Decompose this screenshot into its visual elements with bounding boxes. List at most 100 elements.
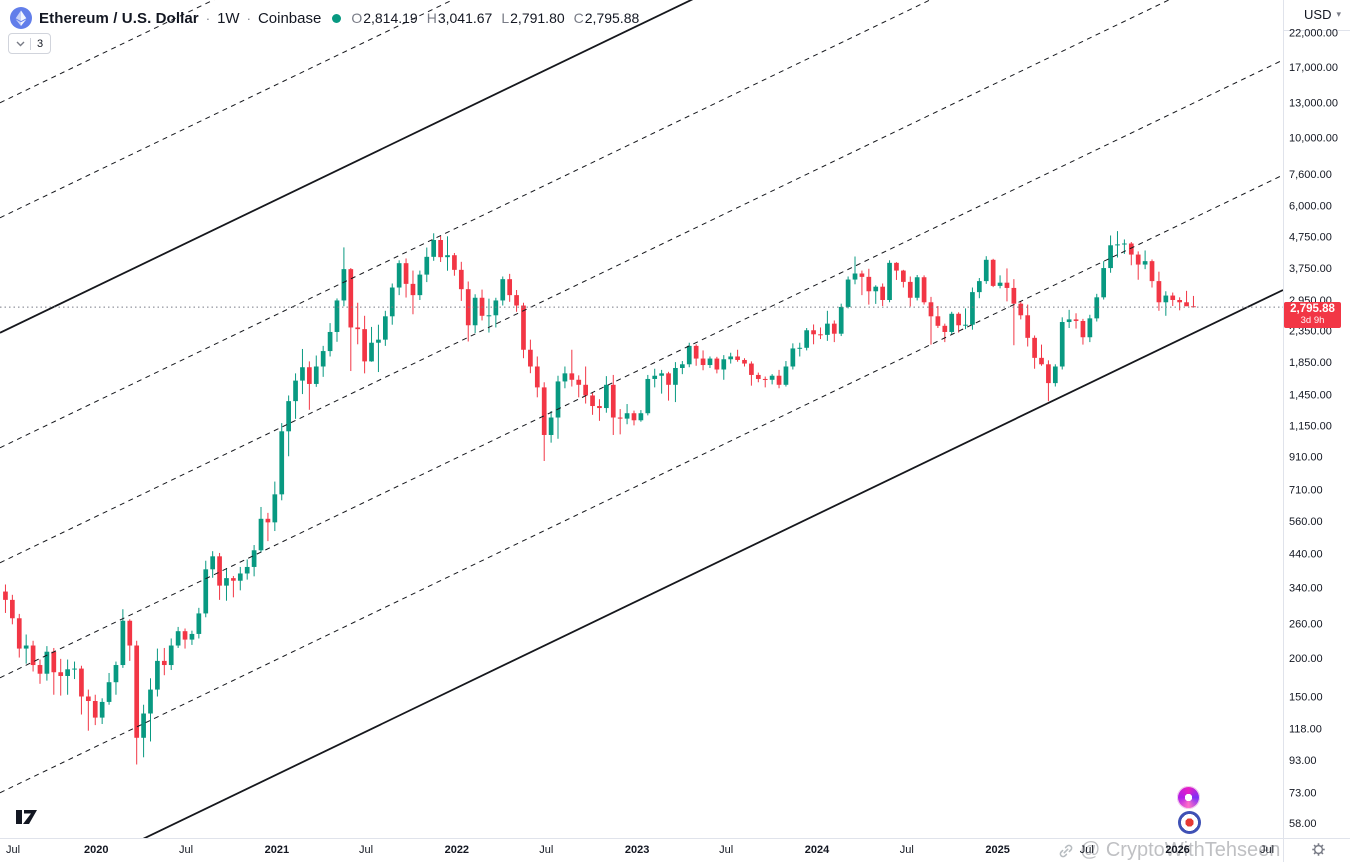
watermark-logo-icon-2 [1178, 811, 1201, 834]
candle-body [755, 374, 761, 379]
channel-dashed-trendline[interactable] [0, 59, 1283, 679]
time-tick-label: 2026 [1165, 844, 1189, 856]
candle-body [562, 373, 568, 382]
link-icon [1058, 843, 1074, 859]
candle-body [686, 345, 692, 365]
chevron-down-icon: ▾ [1336, 9, 1341, 19]
candle-body [610, 384, 616, 418]
candle-body [424, 256, 430, 275]
candle-body [51, 651, 57, 673]
channel-solid-trendline[interactable] [0, 0, 1283, 334]
candle-body [583, 384, 588, 396]
time-axis-settings-gear-icon[interactable] [1310, 841, 1327, 863]
candle-body [58, 672, 64, 676]
price-tick-label: 6,000.00 [1289, 201, 1332, 213]
candle-body [231, 578, 236, 581]
candle-body [307, 367, 312, 384]
candle-body [106, 682, 112, 702]
candle-body [859, 273, 865, 277]
interval-label[interactable]: 1W [217, 9, 240, 27]
candle-body [804, 330, 810, 348]
candle-body [597, 406, 602, 409]
candle-body [818, 334, 823, 336]
price-tick-label: 340.00 [1289, 583, 1323, 595]
symbol-header: Ethereum / U.S. Dollar · 1W · Coinbase O… [10, 7, 639, 29]
channel-solid-trendline[interactable] [0, 289, 1283, 862]
time-axis[interactable]: Jul 2020 Jul 2021 Jul 2022 Jul 2023 Jul 2024 Jul 20… [6, 844, 1274, 856]
candle-body [894, 262, 899, 271]
price-axis[interactable]: 22,000.00 17,000.00 13,000.00 10,000.00 7,60… [1289, 28, 1338, 830]
channel-dashed-trendline[interactable] [0, 0, 1283, 219]
last-price-value: 2,795.88 [1290, 303, 1335, 316]
candle-body [645, 378, 651, 414]
candle-body [514, 295, 519, 306]
time-tick-label: Jul [1260, 844, 1274, 856]
candle-body [679, 364, 685, 368]
object-tree-toggle[interactable]: 3 [8, 33, 52, 54]
time-tick-label: Jul [719, 844, 733, 856]
open-label: O [351, 10, 363, 26]
candle-body [141, 713, 146, 738]
candle-body [23, 645, 29, 649]
channel-dashed-trendline[interactable] [0, 0, 1283, 564]
candle-body [362, 329, 367, 362]
candle-body [396, 263, 402, 288]
candle-body [79, 668, 84, 697]
candle-body [85, 696, 91, 702]
candle-body [970, 292, 975, 325]
candle-body [1101, 268, 1107, 298]
candle-body [189, 633, 195, 640]
candle-body [203, 569, 209, 614]
symbol-title[interactable]: Ethereum / U.S. Dollar [39, 9, 199, 27]
candle-body [624, 413, 630, 419]
candle-body [272, 494, 278, 523]
candle-body [376, 339, 381, 343]
candle-body [790, 348, 796, 367]
candle-body [887, 262, 892, 300]
time-tick-label: Jul [179, 844, 193, 856]
candle-body [914, 277, 920, 298]
price-tick-label: 58.00 [1289, 818, 1317, 830]
candle-body [534, 366, 540, 388]
candle-body [237, 573, 243, 581]
time-tick-label: Jul [900, 844, 914, 856]
price-tick-label: 7,600.00 [1289, 169, 1332, 181]
price-tick-label: 440.00 [1289, 548, 1323, 560]
candle-body [175, 631, 181, 646]
candle-body [921, 277, 927, 303]
price-tick-label: 1,850.00 [1289, 357, 1332, 369]
candle-body [976, 281, 982, 293]
candle-body [811, 330, 816, 335]
candle-body [1073, 319, 1079, 321]
channel-dashed-trendline[interactable] [0, 0, 1283, 449]
candle-body [1011, 287, 1017, 304]
candle-body [1108, 245, 1113, 269]
watermark-logo-icon-1 [1177, 786, 1200, 809]
candle-body [1149, 261, 1155, 282]
candle-body [279, 431, 285, 495]
price-tick-label: 150.00 [1289, 691, 1323, 703]
price-tick-label: 1,450.00 [1289, 390, 1332, 402]
candle-body [244, 566, 250, 574]
high-value: 3,041.67 [437, 10, 493, 26]
candle-body [500, 279, 506, 301]
candlestick-series [3, 231, 1196, 765]
tradingview-logo[interactable] [14, 806, 44, 833]
currency-selector[interactable]: USD ▾ [1304, 7, 1341, 22]
candle-body [838, 306, 844, 334]
candle-body [666, 373, 671, 385]
candle-body [1142, 261, 1148, 265]
exchange-label[interactable]: Coinbase [257, 9, 322, 27]
parallel-channel-drawing[interactable] [0, 0, 1283, 862]
candle-body [1080, 320, 1086, 338]
candle-body [224, 578, 229, 586]
candle-body [783, 366, 789, 385]
candle-body [210, 556, 216, 570]
candle-body [44, 651, 50, 674]
channel-dashed-trendline[interactable] [0, 174, 1283, 794]
candle-body [438, 240, 443, 258]
candle-body [845, 279, 851, 307]
price-tick-label: 13,000.00 [1289, 98, 1338, 110]
candle-body [521, 305, 526, 350]
